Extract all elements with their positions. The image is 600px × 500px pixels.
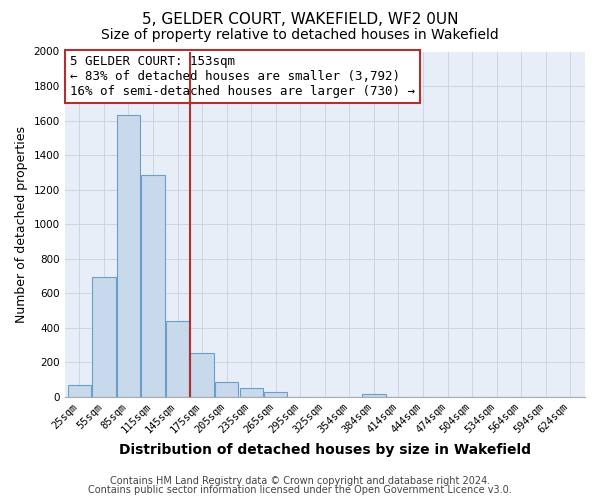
Bar — [92, 277, 116, 396]
Bar — [68, 386, 91, 396]
Bar — [264, 392, 287, 396]
Text: 5, GELDER COURT, WAKEFIELD, WF2 0UN: 5, GELDER COURT, WAKEFIELD, WF2 0UN — [142, 12, 458, 28]
Bar — [142, 175, 164, 396]
Text: Contains public sector information licensed under the Open Government Licence v3: Contains public sector information licen… — [88, 485, 512, 495]
Bar — [166, 321, 189, 396]
Bar — [239, 388, 263, 396]
Bar — [190, 352, 214, 397]
Y-axis label: Number of detached properties: Number of detached properties — [15, 126, 28, 322]
Bar — [362, 394, 386, 396]
Bar — [215, 382, 238, 396]
Text: Contains HM Land Registry data © Crown copyright and database right 2024.: Contains HM Land Registry data © Crown c… — [110, 476, 490, 486]
Bar — [117, 114, 140, 396]
Text: 5 GELDER COURT: 153sqm
← 83% of detached houses are smaller (3,792)
16% of semi-: 5 GELDER COURT: 153sqm ← 83% of detached… — [70, 55, 415, 98]
Text: Size of property relative to detached houses in Wakefield: Size of property relative to detached ho… — [101, 28, 499, 42]
X-axis label: Distribution of detached houses by size in Wakefield: Distribution of detached houses by size … — [119, 444, 531, 458]
